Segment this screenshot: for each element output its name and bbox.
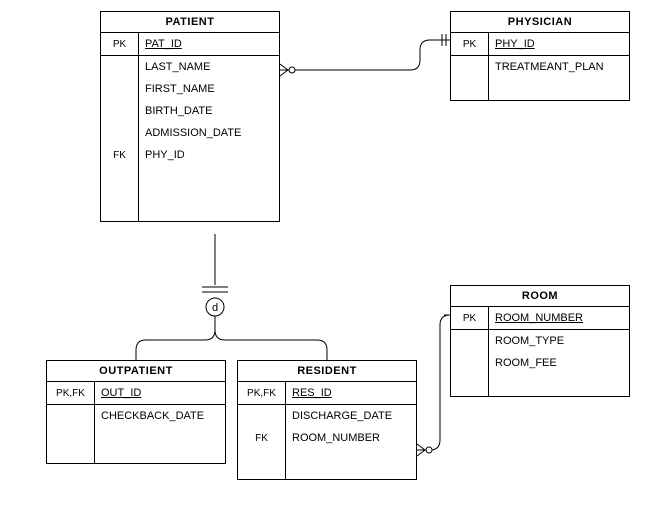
patient-attr2-key xyxy=(101,100,139,122)
patient-attr0: LAST_NAME xyxy=(139,56,279,78)
physician-spacer xyxy=(489,78,629,100)
patient-spacer-key xyxy=(101,166,139,221)
resident-pk-key: PK,FK xyxy=(238,382,286,404)
patient-spacer xyxy=(139,166,279,221)
er-diagram-canvas: d PATIENT PK PAT_ID LAST_NAME FIRST_NAME… xyxy=(0,0,651,511)
outpatient-pk-key: PK,FK xyxy=(47,382,95,404)
edge-d-resident xyxy=(215,330,327,360)
resident-attr0-key xyxy=(238,405,286,427)
physician-pk-attr: PHY_ID xyxy=(489,33,629,55)
room-pk-key: PK xyxy=(451,307,489,329)
outpatient-pk-attr: OUT_ID xyxy=(95,382,225,404)
room-spacer-key xyxy=(451,374,489,396)
crowfoot-patient xyxy=(280,64,288,76)
optional-circle-resident xyxy=(426,447,432,453)
entity-room-title: ROOM xyxy=(451,286,629,307)
patient-attr3: ADMISSION_DATE xyxy=(139,122,279,144)
patient-attr3-key xyxy=(101,122,139,144)
outpatient-attr0-key xyxy=(47,405,95,427)
edge-d-outpatient xyxy=(136,330,215,360)
entity-resident-title: RESIDENT xyxy=(238,361,416,382)
room-attr1: ROOM_FEE xyxy=(489,352,629,374)
entity-resident: RESIDENT PK,FK RES_ID DISCHARGE_DATE FKR… xyxy=(237,360,417,480)
room-pk-attr: ROOM_NUMBER xyxy=(489,307,629,329)
edge-resident-room xyxy=(417,315,450,450)
entity-patient-title: PATIENT xyxy=(101,12,279,33)
physician-spacer-key xyxy=(451,78,489,100)
entity-patient: PATIENT PK PAT_ID LAST_NAME FIRST_NAME B… xyxy=(100,11,280,222)
entity-physician-title: PHYSICIAN xyxy=(451,12,629,33)
outpatient-spacer xyxy=(95,427,225,463)
subtype-discriminator-label: d xyxy=(212,302,218,314)
patient-pk-key: PK xyxy=(101,33,139,55)
patient-attr1-key xyxy=(101,78,139,100)
resident-attr1: ROOM_NUMBER xyxy=(286,427,416,449)
patient-attr4: PHY_ID xyxy=(139,144,279,166)
patient-attr0-key xyxy=(101,56,139,78)
crowfoot-resident xyxy=(417,444,425,456)
room-attr0: ROOM_TYPE xyxy=(489,330,629,352)
outpatient-spacer-key xyxy=(47,427,95,463)
edge-patient-physician xyxy=(280,40,450,70)
physician-pk-key: PK xyxy=(451,33,489,55)
resident-attr1-key: FK xyxy=(238,427,286,449)
physician-attr0: TREATMEANT_PLAN xyxy=(489,56,629,78)
entity-outpatient-title: OUTPATIENT xyxy=(47,361,225,382)
entity-physician: PHYSICIAN PK PHY_ID TREATMEANT_PLAN xyxy=(450,11,630,101)
entity-room: ROOM PK ROOM_NUMBER ROOM_TYPE ROOM_FEE xyxy=(450,285,630,397)
room-attr0-key xyxy=(451,330,489,352)
resident-pk-attr: RES_ID xyxy=(286,382,416,404)
patient-pk-attr: PAT_ID xyxy=(139,33,279,55)
patient-attr1: FIRST_NAME xyxy=(139,78,279,100)
physician-attr0-key xyxy=(451,56,489,78)
outpatient-attr0: CHECKBACK_DATE xyxy=(95,405,225,427)
room-spacer xyxy=(489,374,629,396)
room-attr1-key xyxy=(451,352,489,374)
resident-attr0: DISCHARGE_DATE xyxy=(286,405,416,427)
entity-outpatient: OUTPATIENT PK,FK OUT_ID CHECKBACK_DATE xyxy=(46,360,226,464)
patient-attr2: BIRTH_DATE xyxy=(139,100,279,122)
resident-spacer xyxy=(286,449,416,479)
optional-circle-patient xyxy=(289,67,295,73)
resident-spacer-key xyxy=(238,449,286,479)
subtype-discriminator-circle xyxy=(206,298,224,316)
patient-attr4-key: FK xyxy=(101,144,139,166)
